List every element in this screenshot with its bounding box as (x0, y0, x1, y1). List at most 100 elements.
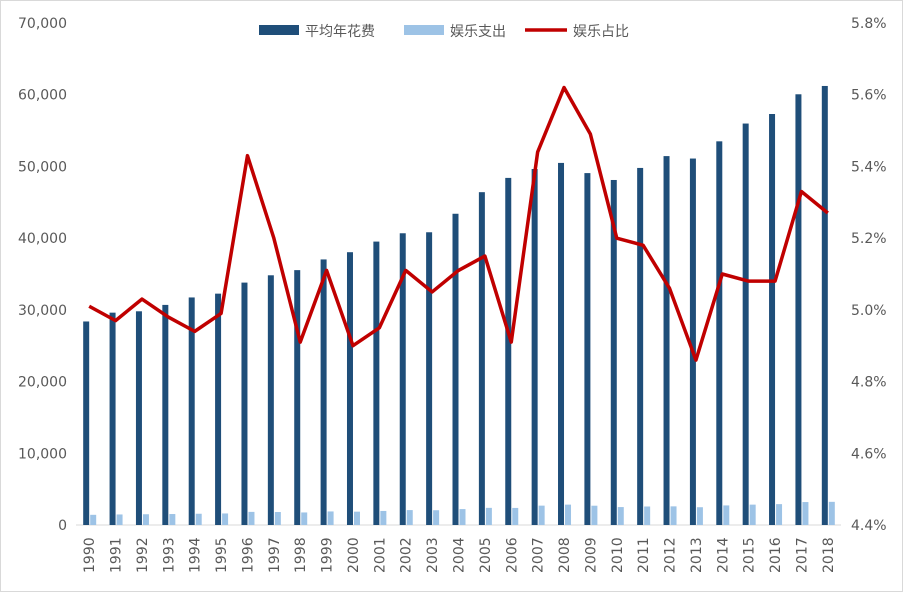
x-tick: 1993 (161, 537, 177, 573)
bar-avg-spend (769, 114, 776, 525)
bar-avg-spend (346, 252, 353, 525)
y-right-tick: 4.6% (851, 446, 887, 462)
x-tick: 2017 (794, 537, 810, 573)
x-tick: 2011 (636, 537, 652, 573)
bar-avg-spend (689, 158, 696, 526)
bar-avg-spend (742, 123, 749, 525)
y-right-tick: 5.8% (851, 16, 887, 32)
x-tick: 2006 (504, 537, 520, 573)
bar-avg-spend (241, 282, 248, 525)
x-tick: 1995 (214, 537, 230, 573)
bar-avg-spend (267, 275, 274, 525)
bar-avg-spend (531, 169, 538, 525)
x-tick: 2003 (425, 537, 441, 573)
x-tick: 2013 (689, 537, 705, 573)
bar-avg-spend (373, 241, 380, 525)
bar-ent-spend (591, 505, 598, 525)
bar-avg-spend (399, 233, 406, 525)
bar-avg-spend (610, 179, 617, 525)
bar-avg-spend (716, 141, 723, 526)
y-left-tick: 0 (58, 518, 67, 534)
x-tick: 2014 (715, 537, 731, 573)
bar-ent-spend (116, 514, 123, 525)
x-tick: 1997 (267, 537, 283, 573)
bar-avg-spend (558, 162, 565, 526)
bar-ent-spend (248, 511, 255, 525)
bar-ent-spend (512, 507, 519, 525)
bar-ent-spend (617, 507, 624, 525)
x-tick: 1992 (135, 537, 151, 573)
bar-avg-spend (795, 94, 802, 525)
bar-ent-spend (301, 512, 308, 525)
bar-ent-spend (327, 511, 334, 525)
y-left-tick: 10,000 (18, 446, 67, 462)
bar-ent-spend (274, 512, 281, 525)
bar-avg-spend (505, 177, 512, 525)
bar-avg-spend (452, 213, 459, 525)
bar-avg-spend (637, 167, 644, 525)
bar-ent-spend (353, 511, 360, 525)
y-right-tick: 4.4% (851, 518, 887, 534)
bar-avg-spend (294, 270, 301, 525)
y-left-tick: 30,000 (18, 303, 67, 319)
x-tick: 2008 (557, 537, 573, 573)
x-tick: 2004 (452, 537, 468, 573)
bar-ent-spend (565, 504, 572, 525)
x-tick: 2002 (399, 537, 415, 573)
legend-label: 平均年花费 (305, 24, 375, 40)
bar-ent-spend (828, 501, 835, 525)
x-tick: 2010 (610, 537, 626, 573)
y-left-tick: 60,000 (18, 88, 67, 104)
bar-ent-spend (696, 507, 703, 525)
x-tick: 1999 (320, 537, 336, 573)
line-ent-ratio (88, 85, 829, 362)
y-right-tick: 5.6% (851, 88, 887, 104)
y-left-tick: 70,000 (18, 16, 67, 32)
x-tick: 2001 (372, 537, 388, 573)
x-tick: 1991 (109, 537, 125, 573)
bar-ent-spend (485, 507, 492, 525)
x-tick: 1996 (240, 537, 256, 573)
bar-avg-spend (188, 297, 195, 525)
bar-ent-spend (459, 509, 466, 525)
bar-avg-spend (215, 293, 222, 525)
legend-swatch (259, 25, 299, 35)
y-right-tick: 5.4% (851, 159, 887, 175)
bar-avg-spend (426, 232, 433, 526)
bar-ent-spend (802, 502, 809, 525)
x-tick: 2005 (478, 537, 494, 573)
bar-avg-spend (320, 259, 327, 525)
bar-ent-spend (90, 514, 97, 525)
bar-avg-spend (162, 304, 169, 525)
x-tick: 2012 (663, 537, 679, 573)
x-tick: 2018 (821, 537, 837, 573)
bar-ent-spend (644, 506, 651, 525)
bar-ent-spend (195, 513, 202, 525)
bar-ent-spend (538, 505, 545, 525)
y-left-tick: 50,000 (18, 159, 67, 175)
bar-ent-spend (222, 513, 229, 525)
legend-swatch (404, 25, 444, 35)
legend-label: 娱乐支出 (450, 24, 506, 40)
bar-avg-spend (135, 311, 142, 525)
bar-avg-spend (478, 192, 485, 525)
y-left-tick: 40,000 (18, 231, 67, 247)
bar-ent-spend (380, 510, 387, 525)
x-tick: 2007 (531, 537, 547, 573)
bar-ent-spend (723, 505, 730, 525)
x-tick: 2016 (768, 537, 784, 573)
bar-ent-spend (776, 504, 783, 525)
bar-avg-spend (109, 312, 116, 525)
bar-ent-spend (169, 514, 176, 525)
x-tick: 1994 (188, 537, 204, 573)
x-tick: 2000 (346, 537, 362, 573)
x-tick: 2015 (742, 537, 758, 573)
bar-avg-spend (83, 321, 90, 525)
y-right-tick: 4.8% (851, 375, 887, 391)
x-tick: 1990 (82, 537, 98, 573)
y-right-tick: 5.2% (851, 231, 887, 247)
bar-ent-spend (670, 506, 677, 525)
y-left-tick: 20,000 (18, 375, 67, 391)
